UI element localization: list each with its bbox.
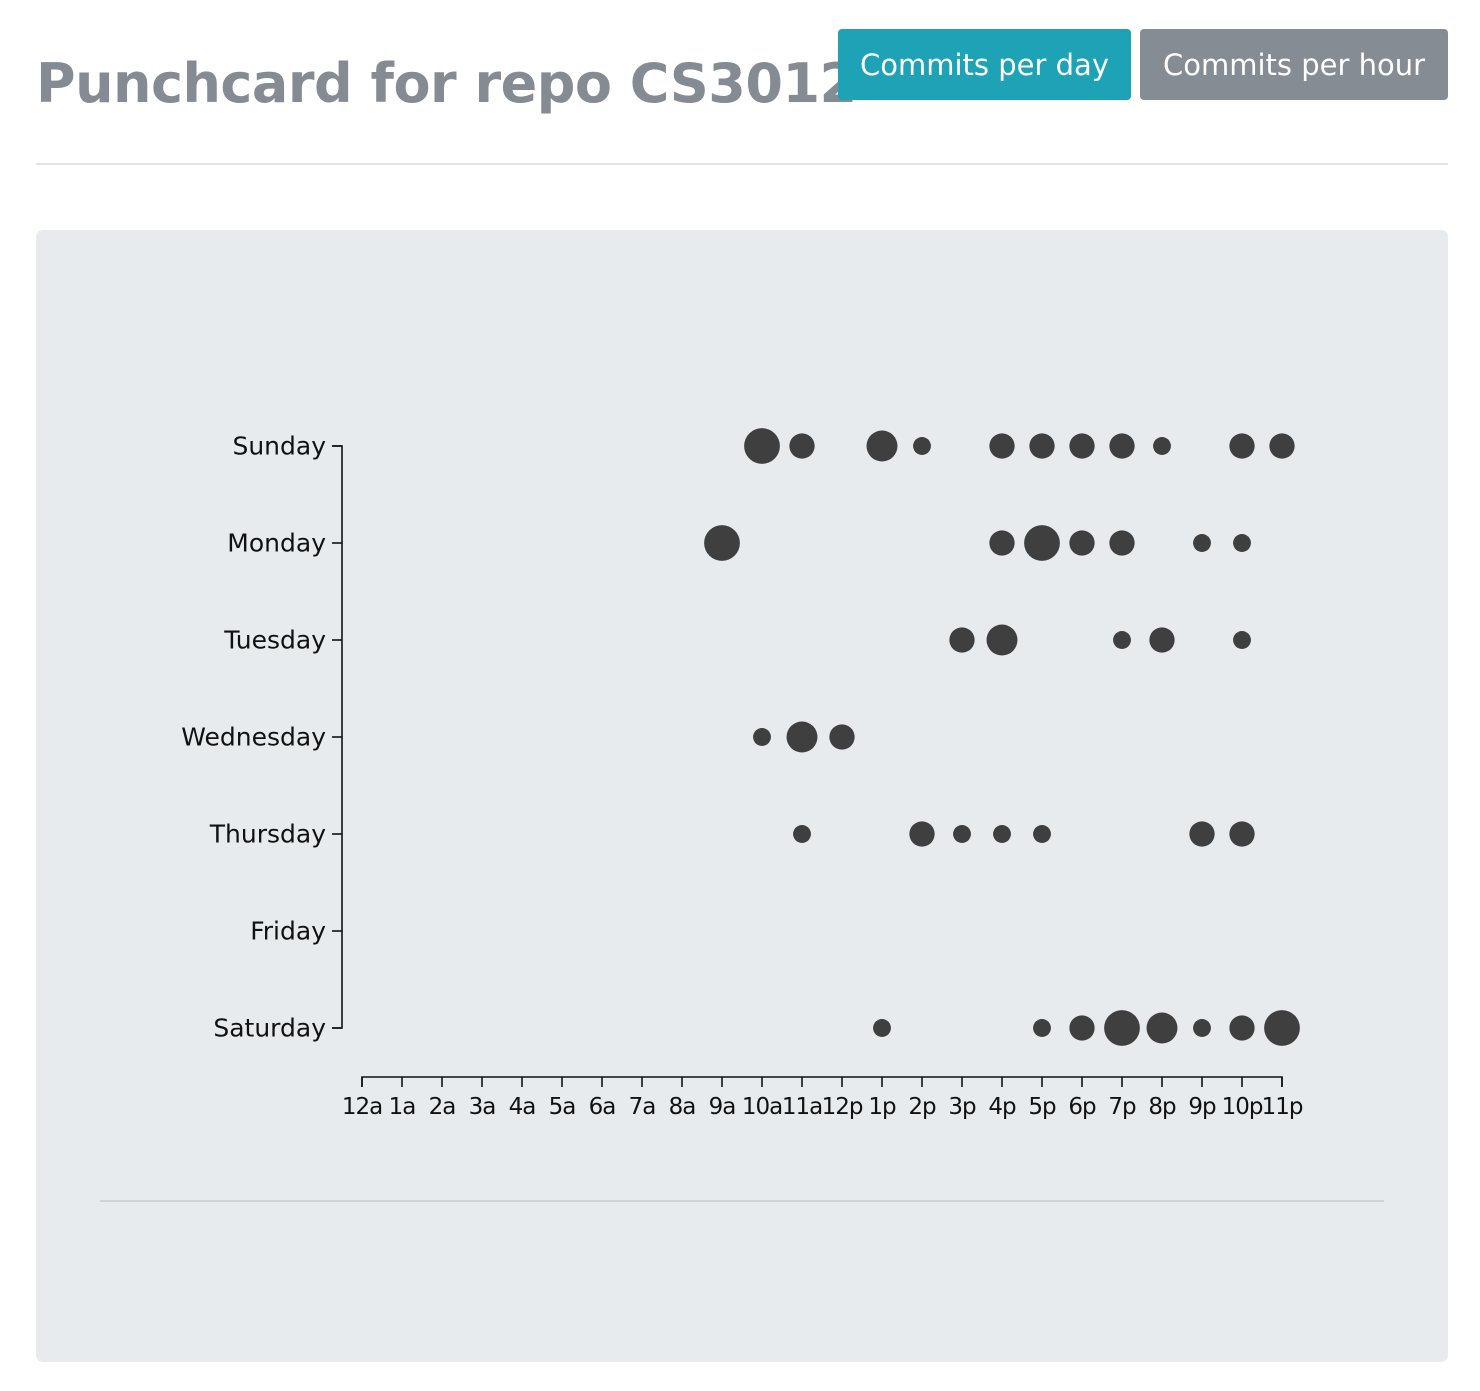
punchcard-dot xyxy=(704,525,740,561)
x-tick-label: 9p xyxy=(1188,1094,1216,1120)
punchcard-dot xyxy=(1229,1015,1255,1041)
punchcard-dot xyxy=(1153,437,1171,455)
panel-divider xyxy=(100,1200,1384,1202)
y-tick-label: Saturday xyxy=(213,1014,326,1043)
x-axis: 12a 1a 2a 3a 4a 5a 6a 7a 8a 9a 10a 11a 12p 1p 2p 3p 4p 5p… xyxy=(342,1076,1304,1120)
page-title: Punchcard for repo CS3012 xyxy=(36,52,857,115)
y-tick-label: Friday xyxy=(250,917,326,946)
punchcard-dot xyxy=(986,624,1018,656)
punchcard-dot xyxy=(866,430,898,462)
header-divider xyxy=(36,163,1448,165)
punchcard-dot xyxy=(1104,1010,1140,1046)
punchcard-dot xyxy=(1109,530,1135,556)
x-tick-label: 9a xyxy=(709,1094,736,1120)
punchcard-dot xyxy=(873,1019,891,1037)
x-tick-label: 4p xyxy=(988,1094,1016,1120)
y-axis: Sunday Monday Tuesday Wednesday Thursday Frid… xyxy=(181,432,343,1043)
x-tick-label: 11a xyxy=(782,1094,822,1120)
x-tick-label: 6a xyxy=(589,1094,616,1120)
punchcard-dot xyxy=(744,428,780,464)
punchcard-dot xyxy=(989,433,1015,459)
punchcard-dot xyxy=(989,530,1015,556)
chart-panel: Sunday Monday Tuesday Wednesday Thursday Frid… xyxy=(36,230,1448,1362)
punchcard-dot xyxy=(953,825,971,843)
x-tick-label: 7p xyxy=(1108,1094,1136,1120)
punchcard-dot xyxy=(1069,433,1095,459)
x-tick-label: 5p xyxy=(1028,1094,1056,1120)
x-tick-label: 6p xyxy=(1068,1094,1096,1120)
punchcard-dot xyxy=(1229,821,1255,847)
x-tick-label: 3a xyxy=(469,1094,496,1120)
x-tick-label: 2p xyxy=(908,1094,936,1120)
punchcard-dot xyxy=(1113,631,1131,649)
x-tick-label: 10p xyxy=(1222,1094,1263,1120)
punchcard-chart: Sunday Monday Tuesday Wednesday Thursday Frid… xyxy=(181,428,1304,1120)
punchcard-dot xyxy=(1193,534,1211,552)
punchcard-dot xyxy=(786,721,818,753)
punchcard-dot xyxy=(1233,631,1251,649)
x-tick-label: 12p xyxy=(822,1094,863,1120)
punchcard-dot xyxy=(1264,1010,1300,1046)
punchcard-dot xyxy=(1109,433,1135,459)
punchcard-dot xyxy=(1029,433,1055,459)
x-tick-label: 11p xyxy=(1262,1094,1303,1120)
punchcard-dot xyxy=(789,433,815,459)
punchcard-dot xyxy=(909,821,935,847)
punchcard-dot xyxy=(1233,534,1251,552)
x-tick-label: 8a xyxy=(669,1094,696,1120)
x-tick-label: 4a xyxy=(509,1094,536,1120)
y-tick-label: Sunday xyxy=(232,432,326,461)
punchcard-dot xyxy=(1033,825,1051,843)
punchcard-dot xyxy=(1069,1015,1095,1041)
x-tick-label: 2a xyxy=(429,1094,456,1120)
punchcard-dot xyxy=(1229,433,1255,459)
x-axis-line xyxy=(361,1076,1283,1087)
punchcard-dot xyxy=(913,437,931,455)
x-tick-label: 8p xyxy=(1148,1094,1176,1120)
punchcard-dot xyxy=(1149,627,1175,653)
punchcard-dot xyxy=(1189,821,1215,847)
punchcard-dot xyxy=(1193,1019,1211,1037)
x-tick-label: 3p xyxy=(948,1094,976,1120)
x-tick-label: 5a xyxy=(549,1094,576,1120)
y-tick-label: Tuesday xyxy=(223,626,326,655)
y-tick-label: Thursday xyxy=(209,820,326,849)
y-tick-label: Monday xyxy=(227,529,326,558)
x-tick-label: 12a xyxy=(342,1094,382,1120)
punchcard-dot xyxy=(993,825,1011,843)
punchcard-dot xyxy=(1269,433,1295,459)
punchcard-dot xyxy=(949,627,975,653)
x-tick-label: 7a xyxy=(629,1094,656,1120)
y-tick-label: Wednesday xyxy=(181,723,326,752)
punchcard-dot xyxy=(1024,525,1060,561)
x-tick-label: 10a xyxy=(742,1094,782,1120)
x-tick-label: 1a xyxy=(389,1094,416,1120)
commits-per-day-button[interactable]: Commits per day xyxy=(838,29,1131,100)
punchcard-dot xyxy=(829,724,855,750)
punchcard-dot xyxy=(1069,530,1095,556)
x-tick-label: 1p xyxy=(868,1094,896,1120)
punchcard-dot xyxy=(1146,1012,1178,1044)
commits-per-hour-button[interactable]: Commits per hour xyxy=(1140,29,1448,100)
punchcard-dots xyxy=(704,428,1300,1046)
punchcard-dot xyxy=(1033,1019,1051,1037)
punchcard-dot xyxy=(753,728,771,746)
punchcard-dot xyxy=(793,825,811,843)
